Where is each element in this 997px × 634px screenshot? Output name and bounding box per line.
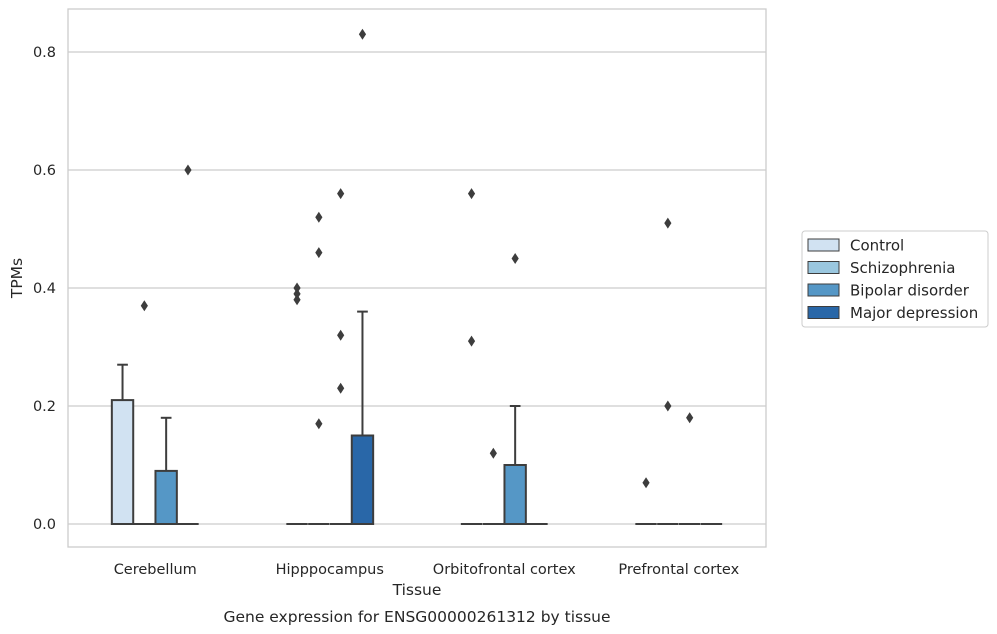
outlier-point <box>337 188 345 200</box>
x-tick-label: Hipppocampus <box>276 562 384 578</box>
y-axis-label: TPMs <box>8 258 26 299</box>
legend-frame <box>801 230 989 328</box>
y-axis-ticks: 0.0 0.2 0.4 0.6 0.8 <box>33 45 56 533</box>
legend: Control Schizophrenia Bipolar disorder Majo… <box>801 230 989 328</box>
box-body <box>503 464 527 525</box>
outlier-point <box>642 477 650 489</box>
box-element <box>503 405 527 525</box>
outlier-point <box>337 329 345 341</box>
legend-label: Major depression <box>850 304 978 322</box>
outlier-point <box>315 211 323 223</box>
series-control <box>110 363 657 526</box>
box-element <box>154 416 178 525</box>
legend-entry: Schizophrenia <box>807 259 955 277</box>
series-major-depression <box>177 310 723 525</box>
box-body <box>110 399 135 526</box>
outlier-point <box>467 335 476 347</box>
legend-label: Bipolar disorder <box>850 282 970 300</box>
box-body <box>154 469 178 525</box>
legend-entry: Bipolar disorder <box>807 282 970 300</box>
outlier-point <box>140 300 148 312</box>
gridlines <box>68 51 766 525</box>
x-tick-label: Cerebellum <box>114 562 197 578</box>
legend-label: Control <box>850 237 904 255</box>
chart-caption: Gene expression for ENSG00000261312 by t… <box>223 608 610 626</box>
outlier-point <box>511 253 519 264</box>
outlier-points <box>140 28 694 489</box>
y-tick-label: 0.4 <box>33 281 56 297</box>
outlier-point <box>686 412 694 424</box>
y-tick-label: 0.2 <box>33 399 56 415</box>
y-tick-label: 0.8 <box>33 45 56 61</box>
outlier-point <box>337 382 345 394</box>
x-tick-label: Prefrontal cortex <box>618 562 739 578</box>
series-bipolar-disorder <box>154 405 701 525</box>
outlier-point <box>489 447 497 459</box>
outlier-point <box>293 288 301 300</box>
outlier-point <box>664 400 672 412</box>
legend-entry: Major depression <box>807 304 978 322</box>
outlier-point <box>293 294 301 306</box>
y-tick-label: 0.6 <box>33 163 56 179</box>
legend-swatch <box>807 238 840 252</box>
legend-swatch <box>807 261 840 274</box>
legend-entry: Control <box>807 237 904 255</box>
box-element <box>110 363 135 526</box>
y-tick-label: 0.0 <box>33 517 56 533</box>
outlier-point <box>467 188 476 200</box>
box-body <box>350 434 375 525</box>
outlier-point <box>293 282 301 294</box>
outlier-point <box>358 28 367 40</box>
box-plot-series <box>110 310 723 526</box>
legend-swatch <box>807 306 840 319</box>
x-axis-ticks: Cerebellum Hipppocampus Orbitofrontal cort… <box>114 562 740 578</box>
outlier-point <box>315 247 323 259</box>
outlier-point <box>184 164 192 176</box>
legend-swatch <box>807 283 840 297</box>
x-axis-label: Tissue <box>392 581 442 599</box>
box-element <box>350 310 375 525</box>
outlier-point <box>664 217 672 229</box>
x-tick-label: Orbitofrontal cortex <box>433 562 576 578</box>
legend-label: Schizophrenia <box>850 259 955 277</box>
plot-frame <box>67 8 767 548</box>
outlier-point <box>315 418 323 430</box>
